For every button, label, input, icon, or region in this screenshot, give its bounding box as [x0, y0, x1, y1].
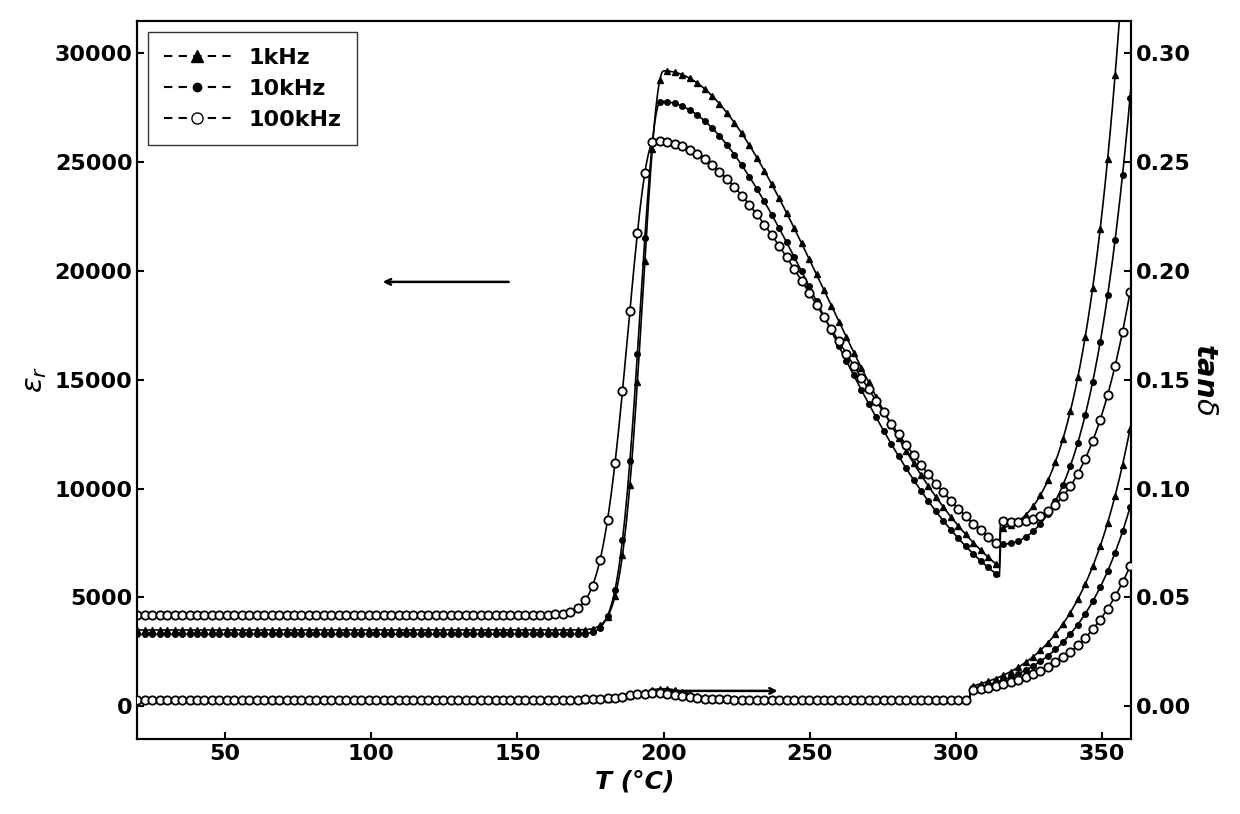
X-axis label: T (°C): T (°C)	[594, 769, 675, 793]
Y-axis label: tan$\delta$: tan$\delta$	[1192, 344, 1219, 416]
Y-axis label: $\varepsilon_r$: $\varepsilon_r$	[21, 366, 48, 393]
Legend: 1kHz, 10kHz, 100kHz: 1kHz, 10kHz, 100kHz	[149, 32, 357, 145]
